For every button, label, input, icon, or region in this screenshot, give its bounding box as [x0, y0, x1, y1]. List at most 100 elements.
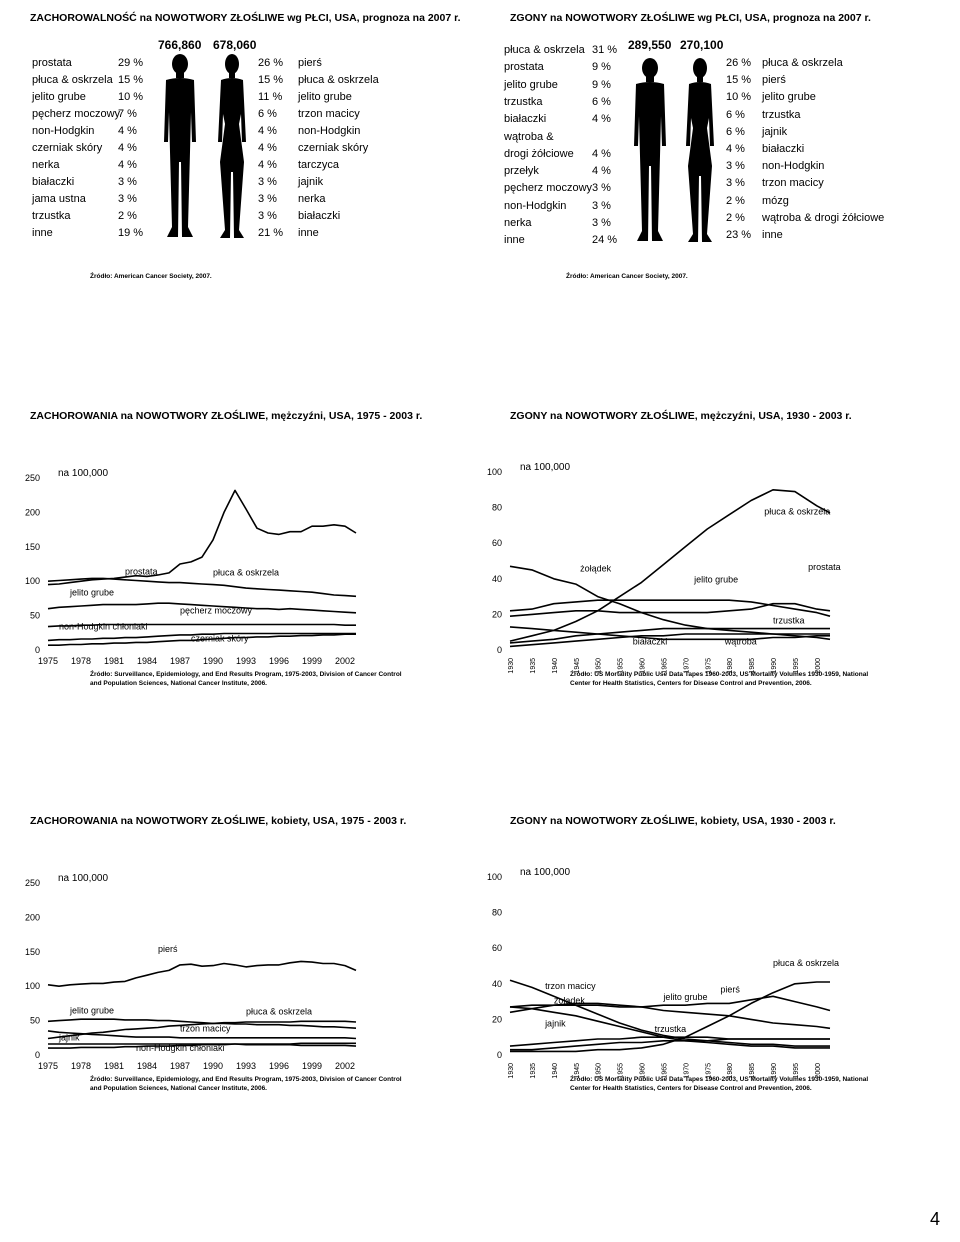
series-label: żołądek	[554, 995, 586, 1005]
list-site-label: trzustka	[762, 108, 801, 121]
series-label: jelito grube	[69, 588, 114, 598]
slide-deaths-women-chart: ZGONY na NOWOTWORY ZŁOŚLIWE, kobiety, US…	[480, 805, 960, 1105]
x-tick-label: 1999	[302, 1061, 322, 1071]
series-line	[47, 960, 357, 987]
series-label: jajnik	[544, 1019, 566, 1029]
list-percent-value: 9 %	[592, 61, 611, 74]
list-site-label: płuca & oskrzela	[32, 74, 113, 86]
female-silhouette-icon	[686, 58, 714, 242]
slide-incidence-by-sex: ZACHOROWALNOŚĆ na NOWOTWORY ZŁOŚLIWE wg …	[0, 0, 480, 300]
chart-title: ZACHOROWANIA na NOWOTWORY ZŁOŚLIWE, mężc…	[30, 410, 423, 422]
series-label: jelito grube	[693, 574, 738, 584]
y-tick-label: 150	[25, 947, 40, 957]
x-tick-label: 1930	[508, 1063, 515, 1079]
series-label: trzustka	[655, 1024, 687, 1034]
men-total: 289,550	[628, 38, 672, 52]
y-tick-label: 150	[25, 542, 40, 552]
list-percent-value: 3 %	[592, 217, 611, 229]
x-tick-label: 1999	[302, 656, 322, 666]
women-total: 678,060	[213, 38, 257, 52]
list-site-label: jajnik	[762, 125, 788, 138]
series-line	[47, 489, 357, 586]
list-site-label: jajnik	[298, 176, 324, 188]
series-line	[47, 623, 356, 628]
y-tick-label: 80	[492, 503, 502, 513]
unit-label: na 100,000	[58, 468, 108, 479]
unit-label: na 100,000	[520, 867, 570, 878]
series-line	[48, 633, 356, 646]
list-percent-value: 10 %	[726, 91, 752, 104]
x-tick-label: 1996	[269, 656, 289, 666]
y-tick-label: 0	[35, 1050, 40, 1060]
x-tick-label: 1950	[596, 658, 603, 674]
list-percent-value: 3 %	[592, 182, 611, 195]
list-site-label: płuca & oskrzela	[504, 44, 585, 56]
series-line	[509, 627, 830, 644]
list-percent-value: 10 %	[118, 91, 144, 103]
y-tick-label: 60	[492, 538, 502, 548]
y-tick-label: 200	[25, 912, 40, 922]
list-percent-value: 3 %	[726, 160, 745, 173]
list-site-label: trzon macicy	[298, 108, 360, 120]
list-site-label: przełyk	[504, 165, 539, 178]
y-tick-label: 100	[25, 576, 40, 586]
x-tick-label: 2002	[335, 656, 355, 666]
x-tick-label: 1960	[640, 1063, 647, 1079]
slide-deaths-men-chart: ZGONY na NOWOTWORY ZŁOŚLIWE, mężczyźni, …	[480, 400, 960, 700]
source-note: Źródło: Surveillance, Epidemiology, and …	[90, 1076, 402, 1092]
list-percent-value: 19 %	[118, 227, 144, 239]
series-label: trzon macicy	[180, 1024, 231, 1034]
y-tick-label: 80	[492, 908, 502, 918]
series-line	[509, 626, 830, 641]
series-label: żołądek	[580, 564, 612, 574]
list-percent-value: 3 %	[258, 193, 277, 205]
series-line	[48, 1042, 356, 1049]
list-site-label: inne	[298, 227, 319, 239]
y-tick-label: 0	[35, 645, 40, 655]
x-tick-label: 1940	[552, 658, 559, 674]
source-note: Źródło: Surveillance, Epidemiology, and …	[90, 671, 402, 687]
list-percent-value: 23 %	[726, 229, 752, 241]
line-chart: na 100,000 0 20 40 60 80 100 1930 1935 1940 1945 19…	[487, 867, 839, 1079]
list-site-label: wątroba & drogi żółciowe	[762, 211, 885, 224]
list-percent-value: 3 %	[592, 199, 611, 212]
x-tick-label: 1975	[705, 658, 712, 674]
list-percent-value: 4 %	[592, 147, 611, 160]
y-tick-label: 100	[25, 981, 40, 991]
list-site-label: nerka	[32, 159, 60, 171]
list-percent-value: 15 %	[118, 74, 144, 86]
series-label: jajnik	[58, 1033, 80, 1043]
y-tick-label: 250	[25, 878, 40, 888]
x-tick-label: 1970	[683, 658, 690, 674]
x-tick-label: 2000	[815, 658, 822, 674]
x-tick-label: 1987	[170, 656, 190, 666]
line-chart: na 100,000 0 20 40 60 80 100 1930 1935 1940 1945 19…	[487, 462, 841, 674]
series-label: płuca & oskrzela	[764, 507, 830, 517]
list-site-label: inne	[762, 229, 783, 241]
list-percent-value: 4 %	[118, 142, 137, 154]
list-site-label: płuca & oskrzela	[762, 57, 843, 69]
series-label: non-Hodgkin chłoniaki	[59, 621, 148, 631]
list-percent-value: 2 %	[726, 194, 745, 207]
list-percent-value: 4 %	[726, 143, 745, 155]
x-tick-label: 1930	[508, 658, 515, 674]
series-label: pęcherz moczowy	[180, 606, 253, 616]
list-site-label: białaczki	[32, 176, 75, 188]
x-tick-label: 1990	[771, 1063, 778, 1079]
series-line	[47, 632, 356, 642]
chart-title: ZACHOROWANIA na NOWOTWORY ZŁOŚLIWE, kobi…	[30, 815, 407, 827]
y-tick-label: 40	[492, 979, 502, 989]
series-label: czerniak skóry	[191, 634, 249, 644]
series-label: trzustka	[773, 615, 805, 625]
slide-title: ZACHOROWALNOŚĆ na NOWOTWORY ZŁOŚLIWE wg …	[30, 12, 461, 24]
series-line	[509, 602, 831, 617]
y-tick-label: 50	[30, 611, 40, 621]
series-label: trzon macicy	[545, 981, 596, 991]
men-total: 766,860	[158, 38, 202, 52]
list-percent-value: 2 %	[726, 211, 745, 224]
list-percent-value: 11 %	[258, 91, 283, 103]
list-percent-value: 6 %	[726, 108, 745, 121]
line-chart: na 100,000 0 50 100 150 200 250 1975 1978 1981 198…	[25, 468, 357, 666]
list-site-label: mózg	[762, 194, 789, 207]
list-site-label: pęcherz moczowy	[504, 182, 593, 195]
